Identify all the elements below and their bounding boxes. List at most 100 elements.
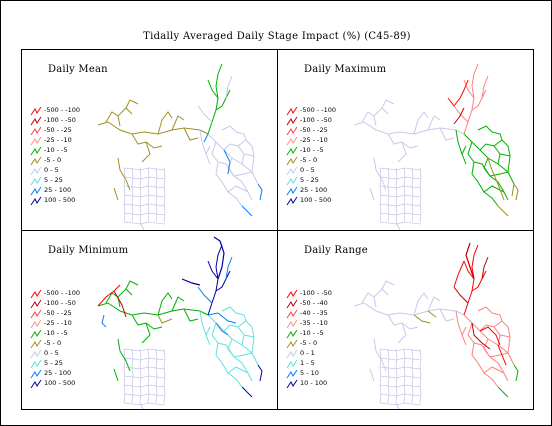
channel-segment — [97, 284, 121, 307]
legend-label: 100 - 500 — [44, 379, 76, 387]
suisun-marsh-grid — [411, 348, 414, 404]
suisun-marsh-grid — [387, 167, 390, 223]
channel-segment — [471, 89, 487, 111]
main-channel — [97, 302, 209, 316]
legend-label: -100 - -50 — [44, 116, 76, 124]
suisun-marsh-grid — [123, 393, 166, 397]
channel-segment — [479, 326, 501, 346]
channel-segment — [257, 183, 263, 201]
channel-segment — [491, 312, 503, 322]
main-channel — [353, 302, 465, 316]
channel-segment — [491, 131, 503, 141]
sacramento-river — [207, 244, 223, 316]
channel-segment — [141, 322, 151, 344]
suisun-marsh-grid — [123, 212, 166, 216]
suisun-marsh-grid — [379, 393, 422, 397]
legend-label: -35 - -10 — [300, 319, 328, 327]
channel-segment — [483, 366, 509, 382]
legend-label: 100 - 500 — [300, 196, 332, 204]
legend-label: 1 - 5 — [300, 359, 315, 367]
panel-daily-range: Daily Range -100 - -50 -50 - -40 -40 - -… — [277, 230, 534, 410]
channel-segment — [511, 183, 515, 197]
channel-segment — [439, 127, 455, 141]
suisun-marsh-grid — [123, 402, 166, 406]
suisun-marsh-grid — [123, 167, 166, 171]
channel-segment — [483, 185, 509, 201]
suisun-marsh-grid — [123, 366, 166, 370]
channel-segment — [117, 115, 121, 127]
suisun-marsh-grid — [419, 348, 422, 404]
channel-segment — [157, 314, 173, 324]
channel-segment — [453, 107, 465, 125]
legend-label: -5 - 0 — [44, 156, 62, 164]
channel-segment — [493, 139, 511, 173]
channel-segment — [373, 296, 377, 308]
suisun-marsh-grid — [379, 203, 422, 207]
channel-segment — [221, 181, 243, 207]
channel-segment — [125, 99, 139, 109]
suisun-marsh-grid — [379, 348, 382, 404]
panel-daily-minimum: Daily Minimum -500 - -100 -100 - -50 -50… — [21, 230, 278, 410]
channel-segment — [213, 236, 225, 280]
channel-segment — [463, 79, 475, 99]
legend-label: 5 - 25 — [44, 359, 63, 367]
channel-segment — [497, 205, 509, 217]
suisun-marsh-grid — [155, 167, 158, 223]
suisun-marsh-grid — [123, 203, 166, 207]
suisun-marsh-grid — [123, 384, 166, 388]
suisun-marsh-grid — [403, 348, 406, 404]
suisun-marsh-grid — [387, 348, 390, 404]
legend-label: -25 - -10 — [44, 319, 72, 327]
legend-label: 0 - 5 — [44, 349, 59, 357]
channel-segment — [467, 141, 479, 183]
legend-label: -5 - 0 — [300, 339, 318, 347]
channel-segment — [223, 149, 231, 175]
channel-segment — [481, 75, 489, 99]
channel-segment — [217, 161, 235, 177]
suisun-marsh-grid — [395, 167, 398, 223]
legend-label: -25 - -10 — [44, 136, 72, 144]
channel-segment — [499, 153, 511, 157]
west-channel — [373, 338, 387, 372]
legend-label: -500 - -100 — [44, 106, 80, 114]
legend-label: -40 - -35 — [300, 309, 328, 317]
channel-segment — [455, 310, 463, 336]
channel-segment — [395, 221, 401, 230]
legend-label: -500 - -100 — [300, 106, 336, 114]
suisun-marsh-grid — [131, 167, 134, 223]
channel-segment — [215, 270, 231, 292]
suisun-marsh-grid — [123, 167, 126, 223]
main-channel — [353, 121, 465, 135]
legend-label: -5 - 0 — [300, 156, 318, 164]
channel-segment — [477, 306, 493, 314]
channel-segment — [207, 260, 219, 280]
channel-segment — [221, 306, 237, 314]
suisun-marsh-grid — [139, 348, 142, 404]
channel-segment — [243, 153, 255, 157]
panel-title: Daily Mean — [48, 64, 108, 75]
channel-segment — [199, 310, 207, 336]
delta-map-daily-mean — [97, 63, 263, 230]
channel-segment — [211, 141, 223, 183]
channel-segment — [257, 364, 263, 382]
legend-label: 25 - 100 — [44, 369, 72, 377]
channel-segment — [235, 312, 247, 322]
channel-segment — [479, 324, 501, 346]
panel-daily-mean: Daily Mean -500 - -100 -100 - -50 -50 - … — [21, 49, 278, 231]
channel-segment — [369, 368, 375, 382]
channel-segment — [487, 157, 505, 201]
channel-segment — [453, 286, 469, 304]
suisun-marsh-grid — [403, 167, 406, 223]
legend-label: 10 - 100 — [300, 379, 328, 387]
channel-segment — [497, 344, 507, 366]
panel-title: Daily Minimum — [48, 245, 129, 256]
channel-segment — [471, 322, 491, 350]
legend-label: -100 - -50 — [44, 299, 76, 307]
channel-segment — [207, 79, 219, 99]
channel-segment — [157, 292, 173, 316]
panel-title: Daily Range — [304, 245, 368, 256]
sacramento-river — [207, 63, 223, 135]
suisun-marsh-grid — [123, 375, 166, 379]
suisun-marsh-grid — [163, 348, 166, 404]
channel-segment — [413, 314, 431, 324]
